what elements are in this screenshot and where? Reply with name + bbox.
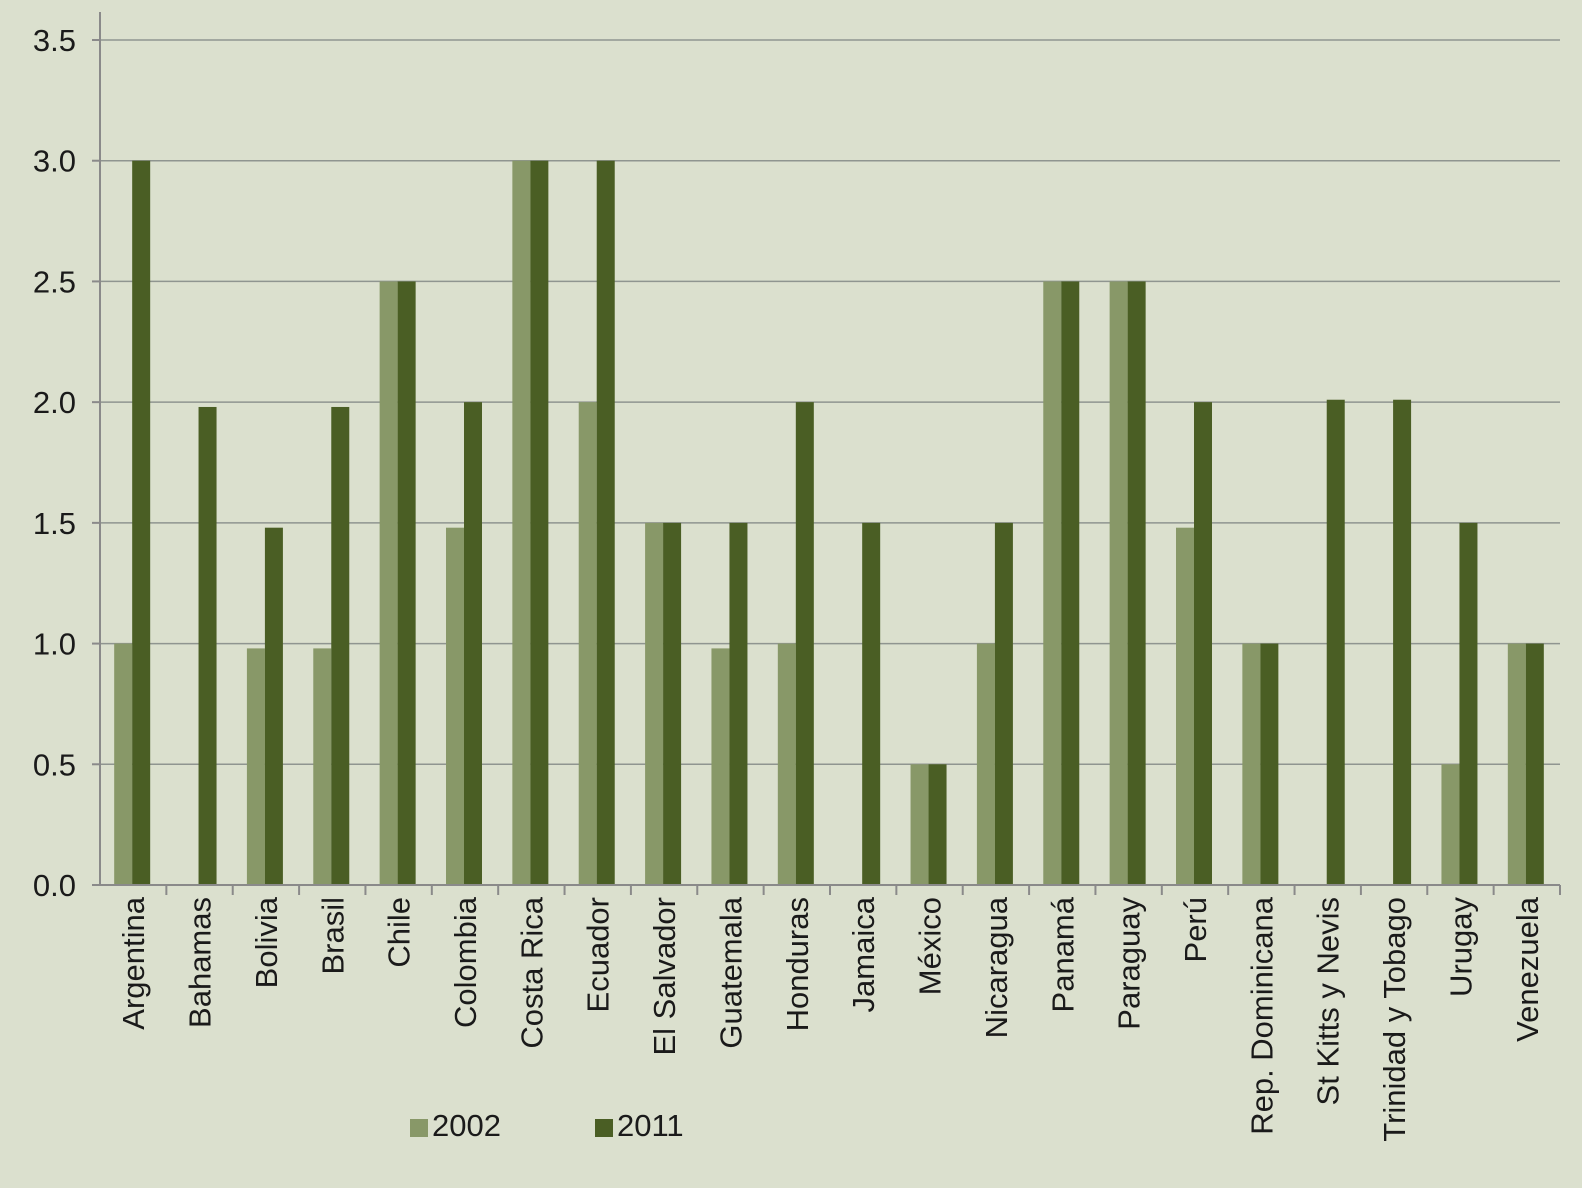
- x-category-label: Bolivia: [249, 896, 284, 988]
- bar-2002: [578, 402, 597, 885]
- y-axis-ticks: 0.0 0.5 1.0 1.5 2.0 2.5 3.0 3.5: [33, 23, 100, 903]
- x-category-label: México: [913, 897, 948, 995]
- bar-2002: [1242, 643, 1261, 885]
- x-category-label: Nicaragua: [979, 896, 1014, 1038]
- bar-2011: [1459, 522, 1478, 885]
- bar-2002: [777, 643, 796, 885]
- bar-2002: [1507, 643, 1526, 885]
- bar-2011: [397, 281, 416, 885]
- x-category-label: Jamaica: [846, 896, 881, 1012]
- bar-2011: [1194, 402, 1212, 885]
- bar-2011: [729, 522, 748, 885]
- bar-2002: [313, 648, 332, 885]
- bar-2011: [795, 402, 814, 885]
- bars: [114, 160, 1544, 885]
- x-axis-labels: Argentina Bahamas Bolivia Brasil Chile Colomb…: [116, 896, 1545, 1141]
- bar-2002: [1176, 527, 1194, 885]
- bar-2002: [1441, 764, 1460, 885]
- x-category-label: Brasil: [315, 897, 350, 975]
- bar-2011: [862, 522, 881, 885]
- bar-2011: [464, 402, 482, 885]
- bar-2002: [711, 648, 730, 885]
- y-tick-label: 3.0: [33, 144, 76, 179]
- y-tick-label: 0.5: [33, 747, 76, 782]
- bar-2011: [928, 764, 947, 885]
- bar-2002: [446, 527, 464, 885]
- legend-swatch: [410, 1119, 428, 1137]
- x-category-label: Trinidad y Tobago: [1377, 897, 1412, 1142]
- y-tick-label: 2.5: [33, 264, 76, 299]
- x-category-label: Venezuela: [1510, 896, 1545, 1042]
- legend-label: 2002: [432, 1108, 501, 1143]
- y-tick-label: 2.0: [33, 385, 76, 420]
- x-category-label: Panamá: [1045, 896, 1080, 1012]
- x-category-label: Argentina: [116, 896, 151, 1029]
- x-category-label: Colombia: [448, 896, 483, 1028]
- bar-2011: [530, 160, 549, 885]
- bar-2011: [1393, 399, 1412, 885]
- bar-2002: [1043, 281, 1062, 885]
- bar-2011: [1127, 281, 1146, 885]
- bar-2011: [663, 522, 682, 885]
- bar-2002: [976, 643, 995, 885]
- legend-label: 2011: [617, 1108, 684, 1143]
- bar-2002: [645, 522, 664, 885]
- x-category-label: Guatemala: [713, 896, 748, 1048]
- x-category-label: Paraguay: [1112, 897, 1147, 1030]
- bar-2002: [910, 764, 929, 885]
- x-category-label: St Kitts y Nevis: [1311, 897, 1346, 1105]
- x-category-label: Chile: [382, 897, 417, 968]
- x-category-label: Honduras: [780, 897, 815, 1031]
- legend-swatch: [595, 1119, 613, 1137]
- y-tick-label: 1.0: [33, 627, 76, 662]
- bar-2011: [1326, 399, 1345, 885]
- x-category-label: El Salvador: [647, 897, 682, 1056]
- x-category-label: Rep. Dominicana: [1244, 896, 1279, 1135]
- legend: 2002 2011: [410, 1108, 684, 1143]
- x-category-label: Costa Rica: [514, 896, 549, 1048]
- bar-2002: [379, 281, 398, 885]
- bar-2011: [994, 522, 1013, 885]
- bar-2002: [1109, 281, 1128, 885]
- bar-2002: [114, 643, 133, 885]
- bar-2002: [512, 160, 531, 885]
- y-tick-label: 3.5: [33, 23, 76, 58]
- bar-2011: [264, 527, 283, 885]
- x-axis-ticks: [165, 885, 1561, 895]
- x-category-label: Bahamas: [183, 897, 218, 1028]
- bar-2011: [132, 160, 151, 885]
- x-category-label: Ecuador: [581, 897, 616, 1012]
- x-category-label: Perú: [1178, 897, 1213, 962]
- bar-2011: [1525, 643, 1544, 885]
- bar-2011: [596, 160, 615, 885]
- y-tick-label: 1.5: [33, 506, 76, 541]
- bar-2011: [1260, 643, 1279, 885]
- bar-2011: [198, 406, 217, 885]
- bar-2002: [246, 648, 265, 885]
- bar-2011: [1061, 281, 1080, 885]
- bar-2011: [331, 406, 350, 885]
- y-tick-label: 0.0: [33, 868, 76, 903]
- x-category-label: Urugay: [1443, 897, 1478, 997]
